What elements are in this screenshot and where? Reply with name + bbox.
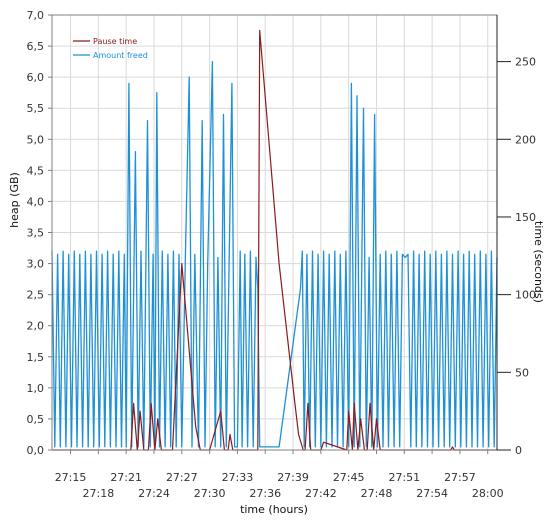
series-line-amount-freed xyxy=(51,60,498,448)
left-axis-label: heap (GB) xyxy=(8,172,21,228)
left-axis-tick-label: 6,5 xyxy=(27,40,45,53)
left-axis-tick-label: 2,5 xyxy=(27,289,45,302)
x-axis-tick-label: 27:27 xyxy=(166,471,198,484)
left-axis: 0,0 0,5 1,0 1,5 2,0 2,5 3,0 3,5 4,0 4,5 5,0 5,5 6,0 6… xyxy=(27,9,52,457)
left-axis-tick-label: 5,5 xyxy=(27,102,45,115)
right-axis-tick-label: 250 xyxy=(515,56,536,69)
x-axis-tick-label: 27:36 xyxy=(249,487,281,500)
left-axis-tick-label: 1,5 xyxy=(27,351,45,364)
right-axis-tick-label: 50 xyxy=(515,366,529,379)
legend-label-amount-freed: Amount freed xyxy=(93,51,148,60)
left-axis-tick-label: 7,0 xyxy=(27,9,45,22)
left-axis-tick-label: 0,0 xyxy=(27,444,45,457)
right-axis-tick-label: 150 xyxy=(515,211,536,224)
x-axis-tick-label: 27:51 xyxy=(388,471,420,484)
right-axis-tick-label: 0 xyxy=(515,444,522,457)
left-axis-tick-label: 4,0 xyxy=(27,195,45,208)
right-axis-tick-label: 200 xyxy=(515,133,536,146)
series-layer xyxy=(51,29,498,451)
x-axis-tick-label: 27:39 xyxy=(277,471,309,484)
right-axis: 0 50 100 150 200 250 xyxy=(496,15,536,457)
left-axis-tick-label: 4,5 xyxy=(27,164,45,177)
x-axis-tick-label: 27:24 xyxy=(138,487,170,500)
x-axis: 27:15 27:21 27:27 27:33 27:39 27:45 27:51 27:57… xyxy=(55,450,504,500)
legend-label-pause-time: Pause time xyxy=(93,37,137,46)
x-axis-tick-label: 27:15 xyxy=(55,471,87,484)
right-axis-tick-label: 100 xyxy=(515,289,536,302)
x-axis-tick-label: 27:54 xyxy=(416,487,448,500)
x-axis-tick-label: 27:33 xyxy=(222,471,254,484)
x-axis-tick-label: 27:30 xyxy=(194,487,226,500)
left-axis-tick-label: 6,0 xyxy=(27,71,45,84)
left-axis-tick-label: 3,5 xyxy=(27,227,45,240)
left-axis-tick-label: 2,0 xyxy=(27,320,45,333)
x-axis-tick-label: 27:42 xyxy=(305,487,337,500)
series-line-pause-time xyxy=(52,29,497,451)
x-axis-tick-label: 27:45 xyxy=(333,471,365,484)
left-axis-tick-label: 3,0 xyxy=(27,258,45,271)
x-axis-tick-label: 27:18 xyxy=(83,487,115,500)
x-axis-tick-label: 27:57 xyxy=(444,471,476,484)
x-axis-tick-label: 27:21 xyxy=(110,471,142,484)
x-axis-label: time (hours) xyxy=(240,503,308,516)
left-axis-tick-label: 0,5 xyxy=(27,413,45,426)
grid-lines xyxy=(52,14,497,451)
x-axis-tick-label: 28:00 xyxy=(472,487,504,500)
right-axis-label: time (seconds) xyxy=(532,221,545,303)
x-axis-tick-label: 27:48 xyxy=(361,487,393,500)
left-axis-tick-label: 5,0 xyxy=(27,133,45,146)
legend: Pause time Amount freed xyxy=(73,37,148,60)
left-axis-tick-label: 1,0 xyxy=(27,382,45,395)
